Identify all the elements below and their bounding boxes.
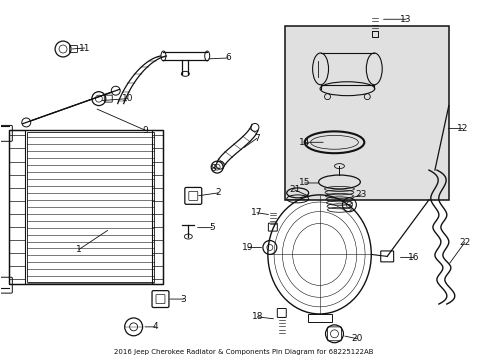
Text: 22: 22 [458,238,469,247]
Text: 5: 5 [209,223,215,232]
Text: 16: 16 [407,253,419,262]
Text: 18: 18 [252,312,263,321]
Text: 3: 3 [180,294,186,303]
Bar [9,130,25,284]
Bar [151,130,163,284]
Text: 2016 Jeep Cherokee Radiator & Components Pin Diagram for 68225122AB: 2016 Jeep Cherokee Radiator & Components… [114,348,373,355]
Text: 23: 23 [355,190,366,199]
Text: 1: 1 [76,245,81,254]
Text: 19: 19 [242,243,253,252]
Text: 7: 7 [254,134,259,143]
Text: 12: 12 [456,124,468,133]
Bar [284,26,448,200]
Text: 10: 10 [122,94,133,103]
Text: 9: 9 [142,126,148,135]
Bar [307,314,331,322]
Text: 15: 15 [298,179,310,188]
Text: 14: 14 [298,138,310,147]
Bar [9,130,163,284]
Text: 4: 4 [152,322,158,331]
Text: 21: 21 [288,185,300,194]
Text: 11: 11 [79,44,90,53]
Text: 2: 2 [215,188,221,197]
Bar [27,132,153,282]
Text: 17: 17 [251,208,262,217]
Text: 20: 20 [351,334,362,343]
Text: 13: 13 [400,15,411,24]
Text: 6: 6 [225,53,230,62]
Text: 8: 8 [210,163,216,172]
